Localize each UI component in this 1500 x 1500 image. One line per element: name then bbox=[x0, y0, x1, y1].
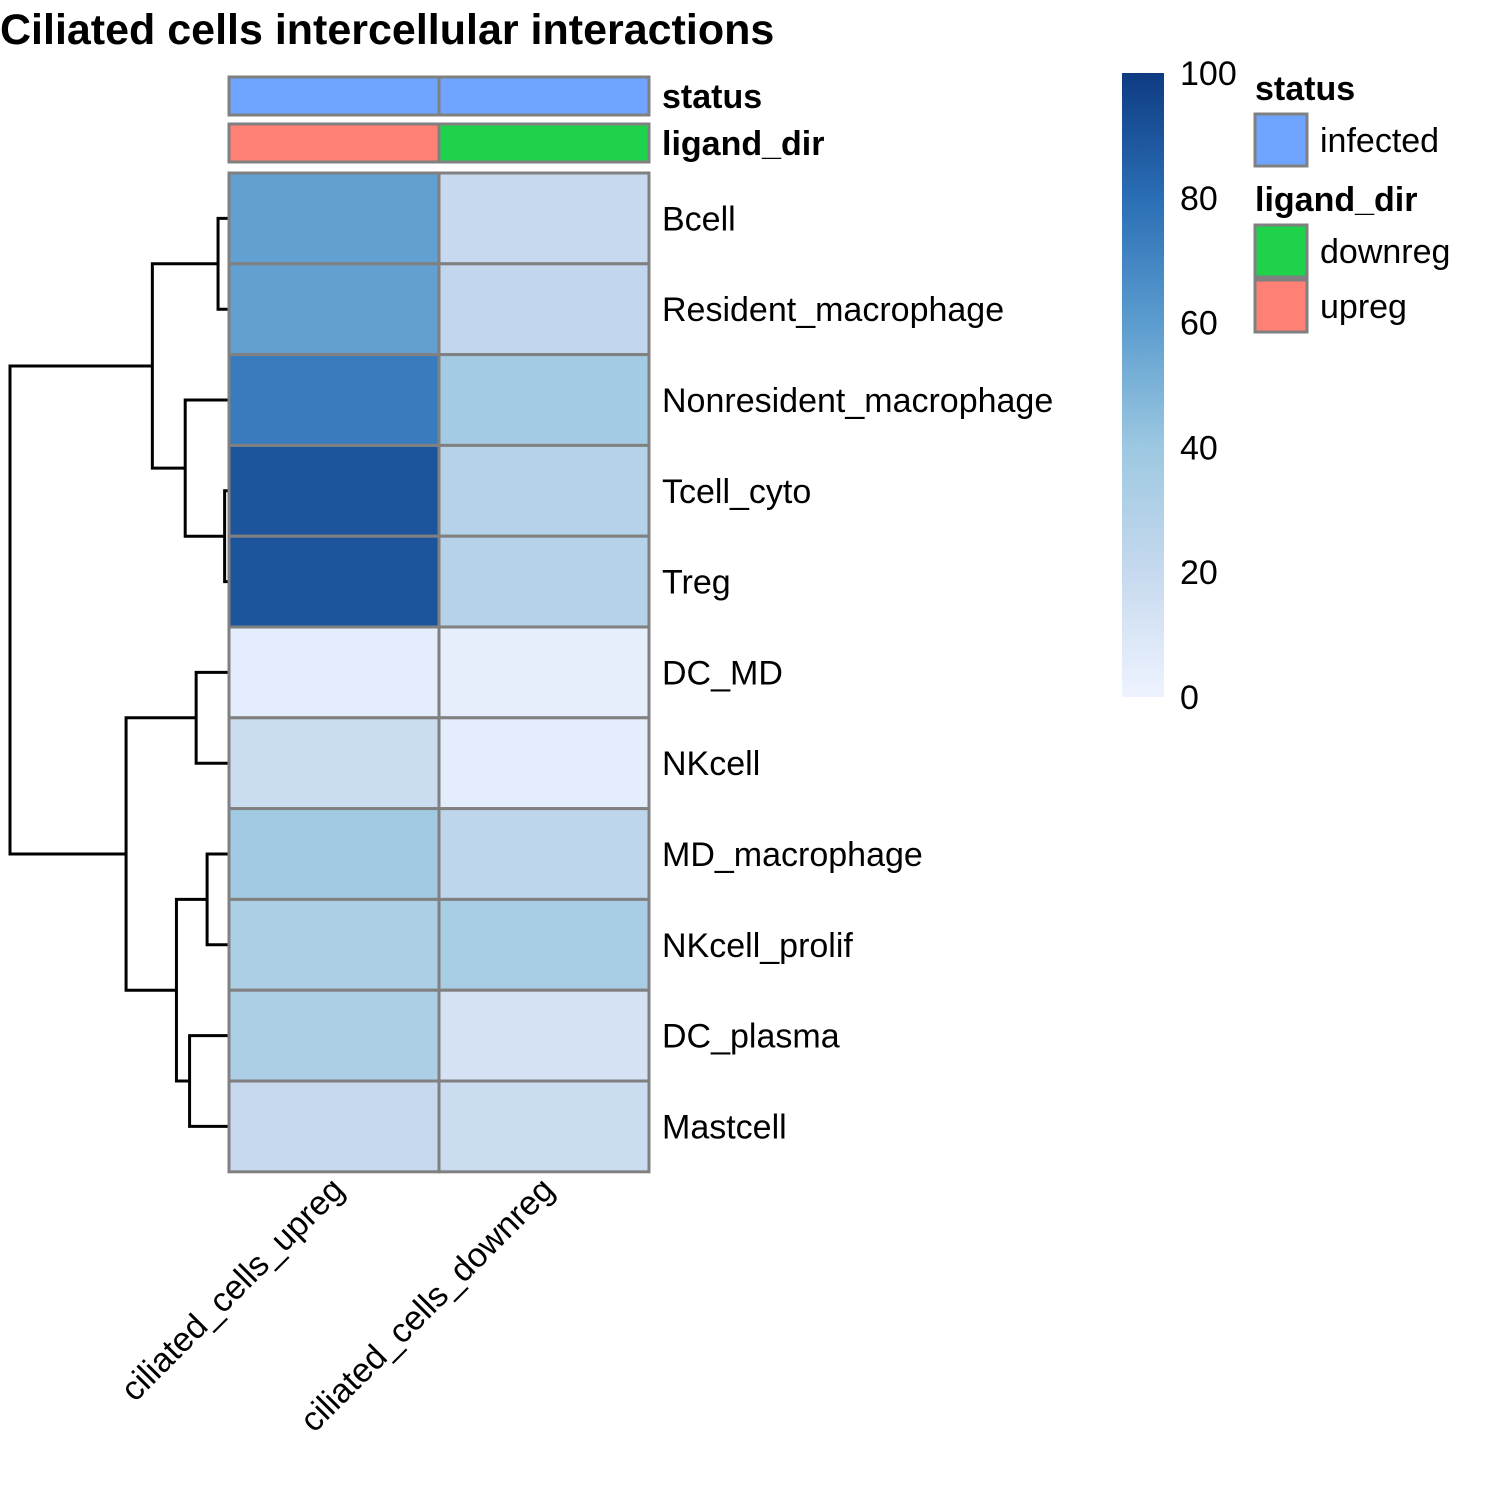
color-scale-tick-label: 80 bbox=[1180, 180, 1218, 218]
heatmap-cell-Resident_macrophage-ciliated_cells_upreg bbox=[227, 262, 441, 357]
dendrogram-merge bbox=[174, 897, 208, 1083]
column-labels: ciliated_cells_upregciliated_cells_downr… bbox=[114, 1171, 562, 1440]
row-label: Nonresident_macrophage bbox=[662, 382, 1053, 420]
heatmap-cell-NKcell_prolif-ciliated_cells_downreg bbox=[437, 897, 651, 992]
row-label: Mastcell bbox=[662, 1108, 787, 1146]
heatmap-cell-DC_plasma-ciliated_cells_upreg bbox=[227, 988, 441, 1083]
annotation-label: status bbox=[662, 78, 762, 116]
heatmap-cell-MD_macrophage-ciliated_cells_downreg bbox=[437, 807, 651, 901]
legend-title: status bbox=[1255, 70, 1355, 108]
annotation-cell-ligand_dir bbox=[227, 122, 441, 164]
heatmap-cell-DC_plasma-ciliated_cells_downreg bbox=[437, 988, 651, 1083]
row-label: DC_plasma bbox=[662, 1018, 840, 1056]
heatmap-cell-Mastcell-ciliated_cells_upreg bbox=[227, 1079, 441, 1174]
color-scale-tick-label: 60 bbox=[1180, 305, 1218, 343]
dendrogram-merge bbox=[183, 398, 229, 538]
legend-swatch bbox=[1253, 223, 1309, 279]
dendrogram-merge bbox=[188, 1034, 229, 1128]
legend-swatch bbox=[1253, 112, 1309, 168]
row-label: Bcell bbox=[662, 200, 736, 238]
heatmap-cell-Nonresident_macrophage-ciliated_cells_downreg bbox=[437, 353, 651, 447]
annotation-cell-status bbox=[437, 75, 651, 117]
legend-swatch bbox=[1253, 278, 1309, 334]
heatmap-cell-Tcell_cyto-ciliated_cells_downreg bbox=[437, 443, 651, 538]
legend-label: upreg bbox=[1320, 288, 1407, 326]
heatmap-cell-DC_MD-ciliated_cells_downreg bbox=[437, 625, 651, 720]
column-annotations: status ligand_dir bbox=[227, 75, 824, 164]
heatmap-cell-Nonresident_macrophage-ciliated_cells_upreg bbox=[227, 353, 441, 447]
row-label: DC_MD bbox=[662, 654, 783, 692]
annotation-cell-ligand_dir bbox=[437, 122, 651, 164]
heatmap-cell-Bcell-ciliated_cells_downreg bbox=[437, 171, 651, 266]
heatmap-cell-NKcell-ciliated_cells_upreg bbox=[227, 716, 441, 811]
color-scale-tick-label: 40 bbox=[1180, 429, 1218, 467]
row-label: Tcell_cyto bbox=[662, 473, 811, 511]
row-label: MD_macrophage bbox=[662, 836, 923, 874]
heatmap-cell-NKcell_prolif-ciliated_cells_upreg bbox=[227, 897, 441, 992]
heatmap-cells bbox=[227, 171, 651, 1174]
dendrogram-merge bbox=[216, 216, 229, 311]
dendrogram-merge bbox=[8, 364, 153, 856]
heatmap-cell-Tcell_cyto-ciliated_cells_upreg bbox=[227, 443, 441, 538]
heatmap-cell-Resident_macrophage-ciliated_cells_downreg bbox=[437, 262, 651, 357]
heatmap-cell-Bcell-ciliated_cells_upreg bbox=[227, 171, 441, 266]
column-label: ciliated_cells_upreg bbox=[114, 1171, 352, 1409]
color-scale-tick-label: 20 bbox=[1180, 554, 1218, 592]
legend-title: ligand_dir bbox=[1255, 181, 1417, 219]
row-label: Resident_macrophage bbox=[662, 291, 1004, 329]
heatmap-cell-Treg-ciliated_cells_downreg bbox=[437, 534, 651, 629]
dendrogram-merge bbox=[205, 852, 229, 947]
legend-label: infected bbox=[1320, 122, 1439, 160]
heatmap-cell-Treg-ciliated_cells_upreg bbox=[227, 534, 441, 629]
color-scale-bar bbox=[1122, 73, 1164, 697]
heatmap-cell-NKcell-ciliated_cells_downreg bbox=[437, 716, 651, 811]
color-scale-legend: 0 20 40 60 80 100 bbox=[1122, 55, 1237, 717]
row-label: NKcell bbox=[662, 745, 760, 783]
dendrogram-merge bbox=[194, 670, 229, 765]
annotation-cell-status bbox=[227, 75, 441, 117]
row-labels: Bcell Resident_macrophage Nonresident_macr… bbox=[662, 200, 1053, 1146]
heatmap-cell-Mastcell-ciliated_cells_downreg bbox=[437, 1079, 651, 1174]
color-scale-tick-label: 100 bbox=[1180, 55, 1237, 93]
heatmap-cell-MD_macrophage-ciliated_cells_upreg bbox=[227, 807, 441, 901]
row-label: Treg bbox=[662, 564, 731, 602]
legend-label: downreg bbox=[1320, 233, 1450, 271]
annotation-label: ligand_dir bbox=[662, 125, 824, 163]
row-label: NKcell_prolif bbox=[662, 927, 853, 965]
dendrogram-merge bbox=[124, 716, 197, 992]
color-scale-tick-label: 0 bbox=[1180, 679, 1199, 717]
row-dendrogram bbox=[8, 216, 229, 1128]
heatmap-cell-DC_MD-ciliated_cells_upreg bbox=[227, 625, 441, 720]
chart-title: Ciliated cells intercellular interaction… bbox=[0, 6, 774, 54]
